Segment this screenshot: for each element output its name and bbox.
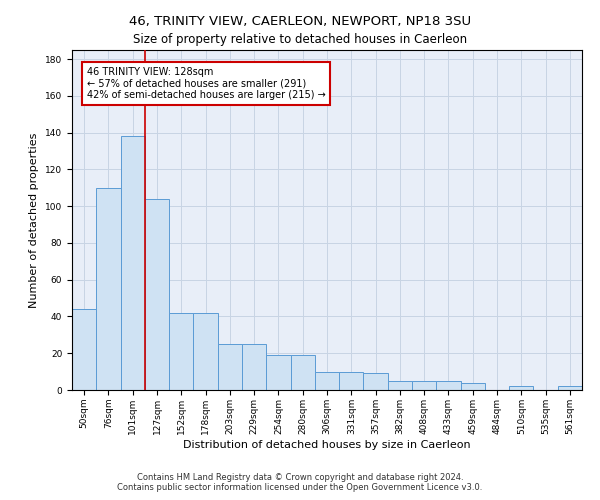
Bar [315,372,339,390]
Bar [242,344,266,390]
Text: Contains HM Land Registry data © Crown copyright and database right 2024.
Contai: Contains HM Land Registry data © Crown c… [118,473,482,492]
Bar [169,313,193,390]
Bar [339,372,364,390]
Bar [218,344,242,390]
Bar [509,386,533,390]
Text: 46 TRINITY VIEW: 128sqm
← 57% of detached houses are smaller (291)
42% of semi-d: 46 TRINITY VIEW: 128sqm ← 57% of detache… [86,66,325,100]
Bar [290,355,315,390]
Text: 46, TRINITY VIEW, CAERLEON, NEWPORT, NP18 3SU: 46, TRINITY VIEW, CAERLEON, NEWPORT, NP1… [129,15,471,28]
Bar [72,309,96,390]
Bar [121,136,145,390]
Bar [461,382,485,390]
Bar [145,199,169,390]
Text: Size of property relative to detached houses in Caerleon: Size of property relative to detached ho… [133,32,467,46]
Bar [193,313,218,390]
Bar [96,188,121,390]
Bar [558,386,582,390]
Bar [364,374,388,390]
Bar [266,355,290,390]
X-axis label: Distribution of detached houses by size in Caerleon: Distribution of detached houses by size … [183,440,471,450]
Bar [436,381,461,390]
Bar [412,381,436,390]
Y-axis label: Number of detached properties: Number of detached properties [29,132,40,308]
Bar [388,381,412,390]
